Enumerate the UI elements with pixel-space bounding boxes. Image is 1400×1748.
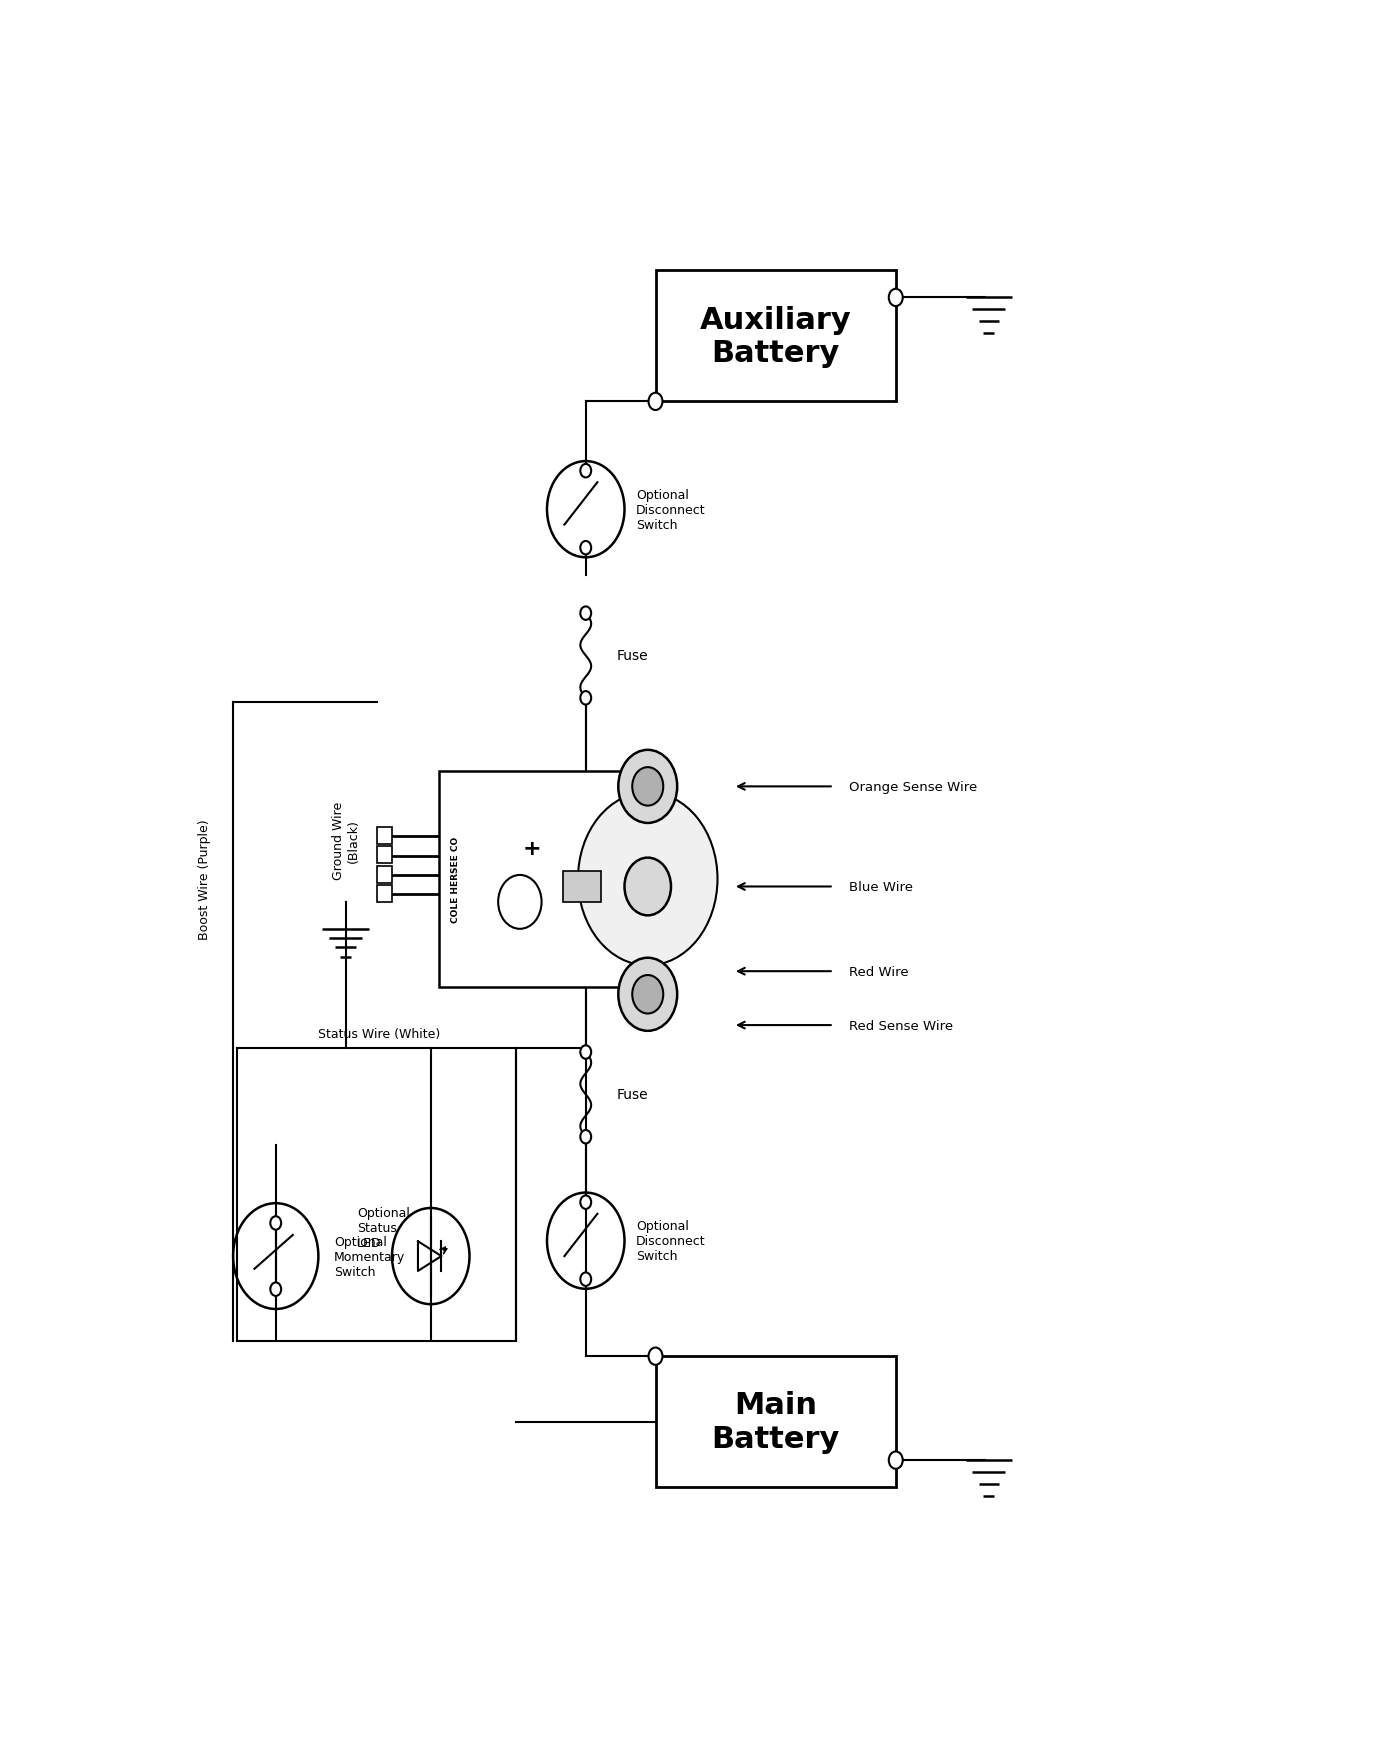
Bar [237, 1049, 517, 1341]
Text: Optional
Momentary
Switch: Optional Momentary Switch [333, 1234, 405, 1278]
Circle shape [581, 542, 591, 556]
Bar [563, 872, 601, 902]
Text: Optional
Status
LED: Optional Status LED [357, 1206, 410, 1250]
Circle shape [270, 1217, 281, 1231]
Bar [655, 1356, 896, 1488]
Circle shape [889, 1451, 903, 1468]
Text: Fuse: Fuse [617, 1087, 648, 1101]
Text: Boost Wire (Purple): Boost Wire (Purple) [197, 820, 211, 940]
Circle shape [624, 858, 671, 916]
Circle shape [619, 750, 678, 823]
Bar [377, 867, 392, 883]
Text: Orange Sense Wire: Orange Sense Wire [850, 780, 977, 794]
Bar [377, 829, 392, 844]
Circle shape [889, 290, 903, 308]
Circle shape [619, 958, 678, 1031]
Text: Optional
Disconnect
Switch: Optional Disconnect Switch [636, 1220, 706, 1262]
Text: Main
Battery: Main Battery [711, 1391, 840, 1453]
Text: Red Wire: Red Wire [850, 965, 909, 979]
Text: +: + [522, 839, 540, 858]
Text: Status Wire (White): Status Wire (White) [318, 1028, 441, 1040]
Circle shape [270, 1283, 281, 1297]
Circle shape [581, 1131, 591, 1143]
Circle shape [633, 975, 664, 1014]
Circle shape [581, 1273, 591, 1287]
Circle shape [581, 465, 591, 479]
Circle shape [581, 607, 591, 621]
Bar [377, 886, 392, 902]
Text: Ground Wire
(Black): Ground Wire (Black) [332, 802, 360, 879]
Text: COLE HERSEE CO: COLE HERSEE CO [451, 836, 461, 923]
Circle shape [581, 1045, 591, 1059]
Circle shape [581, 1196, 591, 1210]
Text: Blue Wire: Blue Wire [850, 881, 913, 893]
Circle shape [578, 794, 717, 967]
Circle shape [581, 692, 591, 704]
Bar [655, 271, 896, 402]
Text: Fuse: Fuse [617, 649, 648, 662]
Bar [438, 771, 655, 988]
Bar [377, 848, 392, 864]
Circle shape [633, 767, 664, 806]
Circle shape [648, 393, 662, 411]
Text: Optional
Disconnect
Switch: Optional Disconnect Switch [636, 488, 706, 531]
Text: Auxiliary
Battery: Auxiliary Battery [700, 306, 851, 369]
Circle shape [648, 1348, 662, 1365]
Text: Red Sense Wire: Red Sense Wire [850, 1019, 953, 1031]
